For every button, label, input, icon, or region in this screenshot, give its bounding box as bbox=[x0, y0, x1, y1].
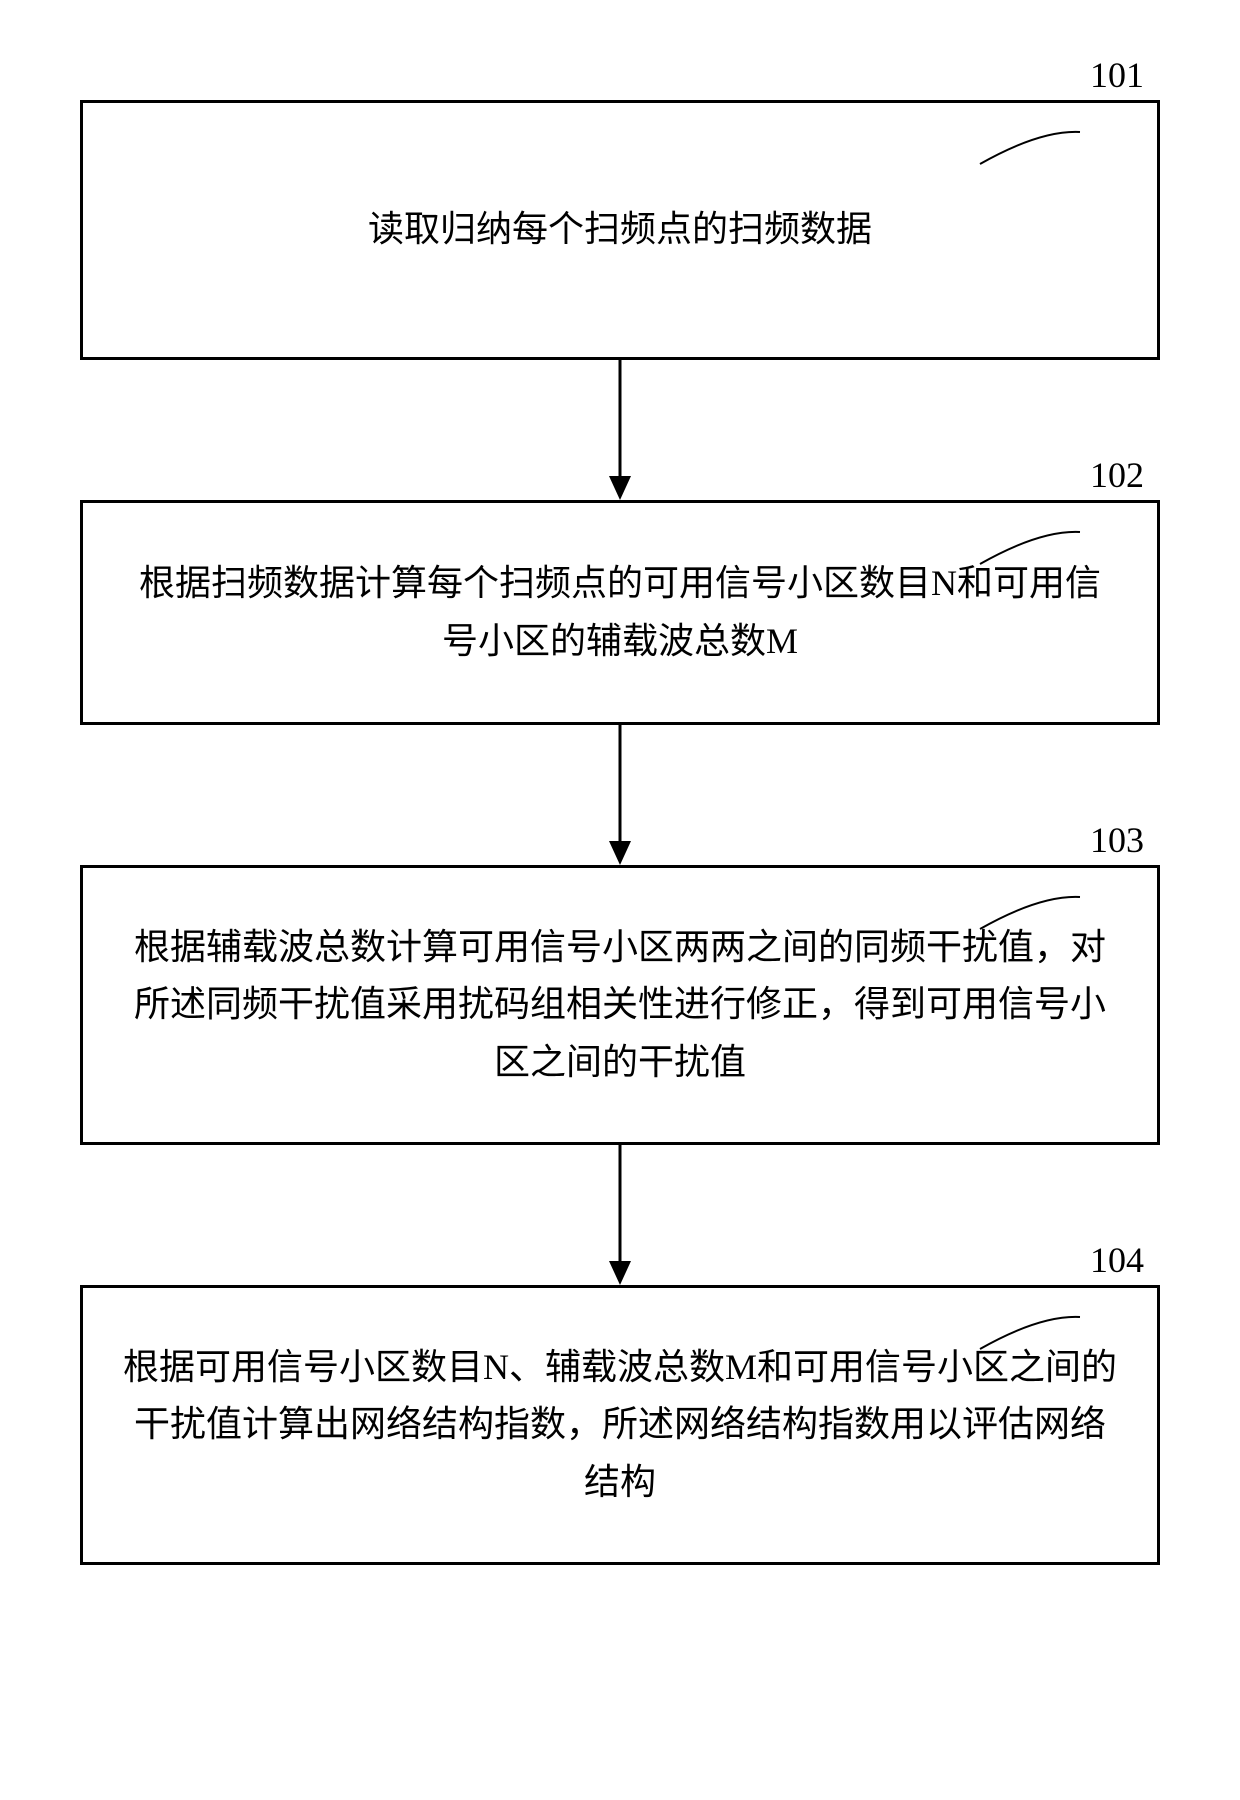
step-box-101: 读取归纳每个扫频点的扫频数据 bbox=[80, 100, 1160, 360]
step-text-103: 根据辅载波总数计算可用信号小区两两之间的同频干扰值，对所述同频干扰值采用扰码组相… bbox=[123, 919, 1117, 1092]
step-label-101: 101 bbox=[1090, 54, 1144, 96]
step-label-104: 104 bbox=[1090, 1239, 1144, 1281]
arrow-102-to-103 bbox=[80, 725, 1160, 865]
step-label-text: 101 bbox=[1090, 55, 1144, 95]
arrow-101-to-102 bbox=[80, 360, 1160, 500]
step-box-103: 根据辅载波总数计算可用信号小区两两之间的同频干扰值，对所述同频干扰值采用扰码组相… bbox=[80, 865, 1160, 1145]
arrow-103-to-104 bbox=[80, 1145, 1160, 1285]
step-label-text: 103 bbox=[1090, 820, 1144, 860]
step-101-group: 101 读取归纳每个扫频点的扫频数据 bbox=[80, 100, 1160, 360]
step-label-text: 104 bbox=[1090, 1240, 1144, 1280]
step-text-102: 根据扫频数据计算每个扫频点的可用信号小区数目N和可用信号小区的辅载波总数M bbox=[123, 555, 1117, 670]
flowchart-container: 101 读取归纳每个扫频点的扫频数据 102 根据扫频数据计算每个扫频点的可用信… bbox=[80, 60, 1160, 1565]
step-box-104: 根据可用信号小区数目N、辅载波总数M和可用信号小区之间的干扰值计算出网络结构指数… bbox=[80, 1285, 1160, 1565]
step-text-104: 根据可用信号小区数目N、辅载波总数M和可用信号小区之间的干扰值计算出网络结构指数… bbox=[123, 1339, 1117, 1512]
step-box-102: 根据扫频数据计算每个扫频点的可用信号小区数目N和可用信号小区的辅载波总数M bbox=[80, 500, 1160, 725]
step-102-group: 102 根据扫频数据计算每个扫频点的可用信号小区数目N和可用信号小区的辅载波总数… bbox=[80, 500, 1160, 725]
step-text-101: 读取归纳每个扫频点的扫频数据 bbox=[368, 201, 872, 259]
step-label-103: 103 bbox=[1090, 819, 1144, 861]
step-label-text: 102 bbox=[1090, 455, 1144, 495]
step-103-group: 103 根据辅载波总数计算可用信号小区两两之间的同频干扰值，对所述同频干扰值采用… bbox=[80, 865, 1160, 1145]
step-104-group: 104 根据可用信号小区数目N、辅载波总数M和可用信号小区之间的干扰值计算出网络… bbox=[80, 1285, 1160, 1565]
step-label-102: 102 bbox=[1090, 454, 1144, 496]
